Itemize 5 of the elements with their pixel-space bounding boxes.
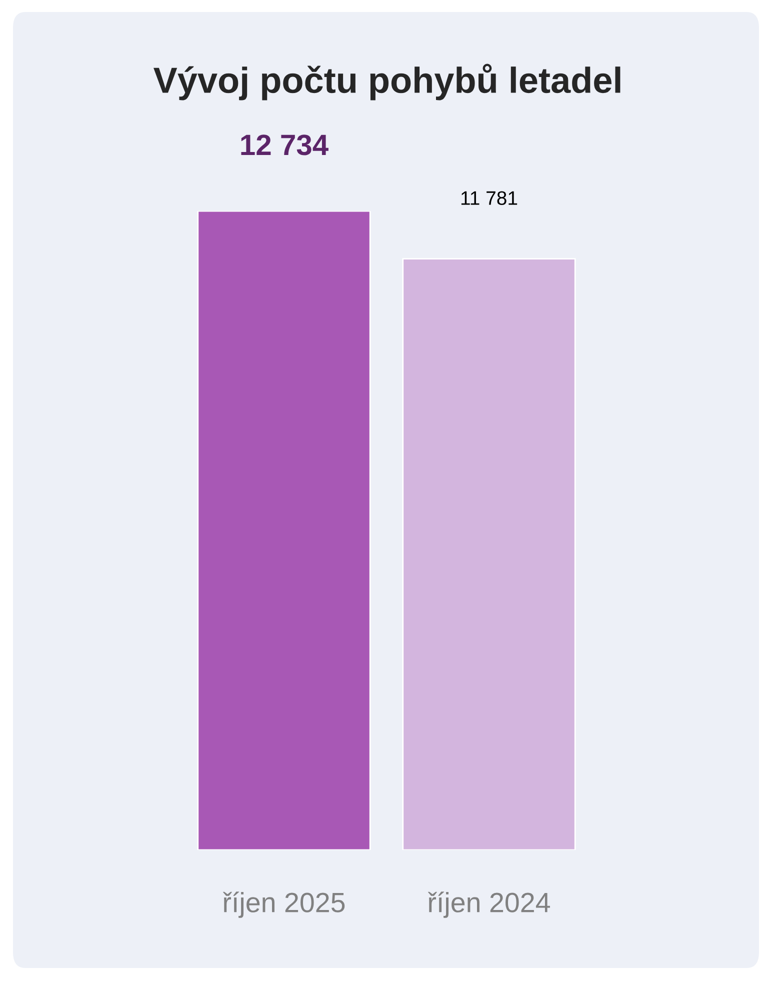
data-label: 12 734: [241, 134, 328, 156]
x-tick-label: říjen 2024: [428, 892, 550, 918]
data-label: 11 781: [461, 191, 518, 205]
x-tick-label: říjen 2025: [222, 892, 345, 918]
chart-title: Vývoj počtu pohybů letadel: [154, 64, 620, 100]
